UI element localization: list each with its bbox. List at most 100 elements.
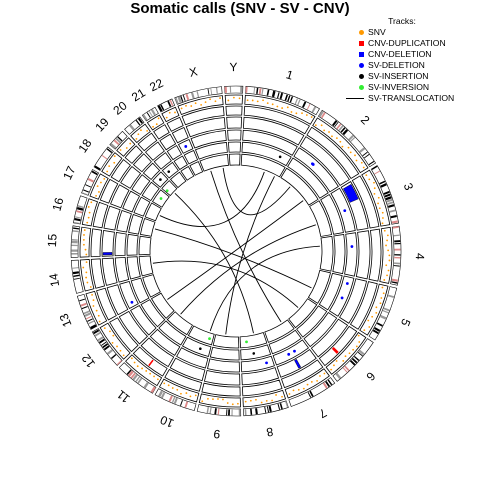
snv-point	[386, 234, 389, 237]
track-ring-2-chrx	[185, 117, 226, 138]
snv-point	[378, 207, 381, 210]
ideogram-band-chr20	[129, 124, 135, 131]
snv-point	[355, 345, 358, 348]
ideogram-band-chr7	[307, 391, 312, 398]
snv-point	[113, 161, 116, 164]
ideogram-band-chrx	[177, 96, 182, 103]
track-ring-1-chr22	[166, 116, 184, 132]
track-ring-0-chr13	[85, 290, 108, 326]
track-ring-3-chr12	[130, 304, 157, 336]
track-ring-0-chr1	[244, 94, 316, 125]
ideogram-band-chr5	[382, 309, 389, 314]
snv-point	[362, 166, 365, 169]
ideogram-band-chr22	[160, 104, 165, 111]
snv-point	[156, 378, 159, 381]
ideogram-band-chr17	[82, 192, 88, 196]
ideogram-band-chr12	[110, 354, 117, 359]
snv-point	[140, 129, 142, 132]
track-ring-5-chr13	[142, 274, 161, 298]
track-ring-5-chr17	[144, 202, 162, 222]
track-ring-5-chr10	[187, 325, 215, 346]
track-ring-4-chr17	[133, 196, 151, 217]
track-ring-1-chr1	[243, 105, 310, 135]
snv-point	[180, 107, 183, 110]
ideogram-band-chr4	[394, 256, 401, 259]
snv-point	[136, 365, 139, 368]
chromosome-label-12: 12	[79, 351, 98, 370]
cnv-deletion-segment	[294, 358, 302, 369]
ideogram-band-chr12	[102, 343, 109, 349]
snv-point	[286, 106, 289, 109]
ideogram-band-chr11	[130, 372, 136, 379]
track-ring-4-chr3	[320, 194, 344, 235]
ideogram-band-chr4	[394, 240, 401, 243]
snv-point	[113, 155, 116, 158]
track-ring-5-chr22	[189, 161, 204, 176]
snv-point	[335, 137, 338, 140]
sv-translocation-link	[154, 228, 312, 289]
track-ring-4-chr7	[268, 329, 302, 355]
snv-point	[367, 319, 370, 322]
track-ring-3-chr1	[242, 129, 298, 156]
snv-point	[226, 402, 229, 404]
snv-point	[342, 360, 345, 362]
legend: Tracks: SNV CNV-DUPLICATION CNV-DELETION…	[344, 16, 478, 104]
track-ring-0-chr20	[130, 123, 151, 144]
ideogram-band-chr11	[126, 369, 132, 375]
track-ring-3-chr9	[207, 358, 240, 373]
snv-point	[84, 248, 87, 251]
snv-point	[155, 123, 158, 126]
track-ring-0-chr17	[89, 173, 109, 200]
ideogram-band-chr13	[83, 310, 90, 315]
ideogram-band-chr4	[394, 248, 401, 251]
sv-insertion-point	[278, 155, 282, 159]
ideogram-band-chr11	[135, 376, 141, 382]
snv-point	[375, 311, 378, 314]
track-ring-1-chr2	[306, 126, 360, 180]
ideogram-band-chr6	[357, 351, 363, 357]
snv-point	[185, 392, 188, 394]
track-ring-3-chr7	[272, 339, 309, 366]
ideogram-band-chr1	[302, 101, 307, 108]
snv-point	[109, 330, 111, 333]
snv-point	[388, 254, 391, 257]
chromosome-label-16: 16	[50, 196, 67, 213]
ideogram-band-chr20	[137, 117, 143, 124]
ideogram-band-chr10	[179, 400, 183, 407]
track-ring-4-chr9	[209, 346, 240, 361]
snv-point	[244, 400, 247, 403]
track-ring-5-chr11	[166, 311, 194, 336]
ideogram-band-chr1	[245, 86, 248, 93]
snv-point	[119, 149, 122, 151]
ideogram-band-chr12	[93, 329, 100, 335]
sv-translocation-link	[152, 260, 299, 308]
ideogram-band-chr21	[146, 112, 151, 118]
snv-point	[349, 151, 352, 154]
snv-point	[262, 99, 264, 102]
ideogram-band-chr7	[325, 381, 331, 388]
snv-point	[194, 102, 197, 105]
snv-point	[382, 217, 384, 219]
track-ring-2-chr6	[310, 318, 349, 358]
ideogram-band-chr19	[115, 137, 122, 144]
snv-point	[328, 131, 330, 133]
snv-point	[97, 314, 100, 317]
ideogram-band-chr11	[137, 377, 143, 384]
snv-point	[168, 111, 171, 114]
legend-marker-sv-insertion	[359, 74, 364, 79]
track-ring-5-chr7	[264, 319, 295, 343]
ideogram-band-chr13	[88, 320, 95, 325]
cnv-deletion-segment	[102, 252, 113, 256]
ideogram-band-chr20	[135, 119, 141, 126]
legend-label-sv-insertion: SV-INSERTION	[368, 71, 429, 81]
ideogram-band-chr5	[383, 307, 390, 312]
ideogram-band-chr1	[297, 99, 301, 106]
ideogram-band-chr16	[76, 206, 84, 211]
track-ring-4-chr15	[126, 233, 139, 256]
sv-translocation-link	[167, 200, 304, 300]
ideogram-band-chr9	[206, 406, 210, 414]
ideogram-band-chr9	[217, 408, 220, 415]
sv-inversion-point	[159, 197, 163, 200]
ideogram-band-chr13	[90, 324, 97, 330]
legend-marker-cnv-duplication	[359, 41, 364, 46]
